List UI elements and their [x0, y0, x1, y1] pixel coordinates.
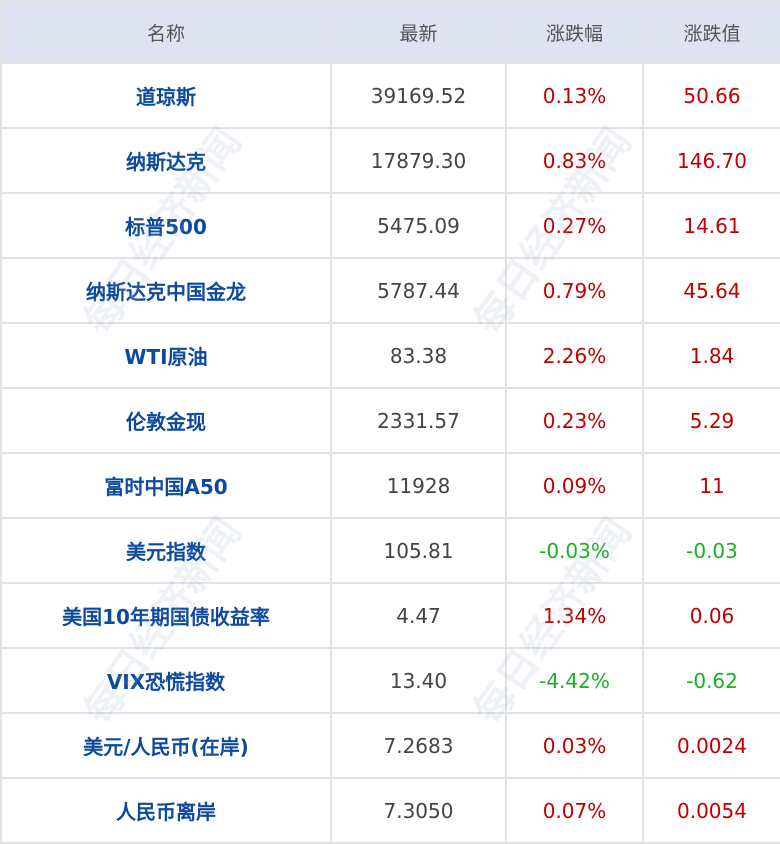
- header-change-value: 涨跌值: [642, 0, 780, 64]
- row-latest: 39169.52: [330, 62, 507, 129]
- row-change-value: 1.84: [642, 322, 780, 389]
- table-row: 纳斯达克中国金龙 5787.44 0.79% 45.64: [0, 257, 780, 324]
- table-row: 道琼斯 39169.52 0.13% 50.66: [0, 62, 780, 129]
- row-latest: 83.38: [330, 322, 507, 389]
- row-change-pct: 0.03%: [505, 712, 644, 779]
- row-name: 标普500: [0, 192, 332, 259]
- row-name: VIX恐慌指数: [0, 647, 332, 714]
- row-name: 纳斯达克: [0, 127, 332, 194]
- row-name: 纳斯达克中国金龙: [0, 257, 332, 324]
- table-row: 美元指数 105.81 -0.03% -0.03: [0, 517, 780, 584]
- row-name: 美元/人民币(在岸): [0, 712, 332, 779]
- row-change-pct: 0.09%: [505, 452, 644, 519]
- row-change-pct: 1.34%: [505, 582, 644, 649]
- table-row: 美国10年期国债收益率 4.47 1.34% 0.06: [0, 582, 780, 649]
- row-name: WTI原油: [0, 322, 332, 389]
- table-row: 富时中国A50 11928 0.09% 11: [0, 452, 780, 519]
- row-change-pct: 2.26%: [505, 322, 644, 389]
- row-latest: 13.40: [330, 647, 507, 714]
- row-name: 道琼斯: [0, 62, 332, 129]
- row-change-value: 5.29: [642, 387, 780, 454]
- row-change-value: 0.0024: [642, 712, 780, 779]
- header-latest: 最新: [330, 0, 507, 64]
- row-change-value: 0.0054: [642, 777, 780, 844]
- header-change-pct: 涨跌幅: [505, 0, 644, 64]
- table-row: 纳斯达克 17879.30 0.83% 146.70: [0, 127, 780, 194]
- row-latest: 7.3050: [330, 777, 507, 844]
- row-name: 伦敦金现: [0, 387, 332, 454]
- row-latest: 2331.57: [330, 387, 507, 454]
- row-name: 美元指数: [0, 517, 332, 584]
- row-change-value: 50.66: [642, 62, 780, 129]
- row-latest: 17879.30: [330, 127, 507, 194]
- row-latest: 105.81: [330, 517, 507, 584]
- table-row: 标普500 5475.09 0.27% 14.61: [0, 192, 780, 259]
- row-latest: 7.2683: [330, 712, 507, 779]
- row-latest: 11928: [330, 452, 507, 519]
- row-change-pct: -4.42%: [505, 647, 644, 714]
- row-change-pct: 0.23%: [505, 387, 644, 454]
- table-row: WTI原油 83.38 2.26% 1.84: [0, 322, 780, 389]
- row-change-value: -0.62: [642, 647, 780, 714]
- table-row: 人民币离岸 7.3050 0.07% 0.0054: [0, 777, 780, 844]
- row-latest: 5787.44: [330, 257, 507, 324]
- table-row: VIX恐慌指数 13.40 -4.42% -0.62: [0, 647, 780, 714]
- row-latest: 5475.09: [330, 192, 507, 259]
- row-change-pct: 0.79%: [505, 257, 644, 324]
- table-row: 伦敦金现 2331.57 0.23% 5.29: [0, 387, 780, 454]
- row-name: 人民币离岸: [0, 777, 332, 844]
- row-change-pct: 0.83%: [505, 127, 644, 194]
- table-row: 美元/人民币(在岸) 7.2683 0.03% 0.0024: [0, 712, 780, 779]
- row-change-pct: 0.13%: [505, 62, 644, 129]
- row-change-value: 146.70: [642, 127, 780, 194]
- row-name: 美国10年期国债收益率: [0, 582, 332, 649]
- header-row: 名称 最新 涨跌幅 涨跌值: [0, 0, 780, 64]
- row-change-value: -0.03: [642, 517, 780, 584]
- row-change-pct: -0.03%: [505, 517, 644, 584]
- row-change-pct: 0.07%: [505, 777, 644, 844]
- row-change-value: 14.61: [642, 192, 780, 259]
- row-change-value: 11: [642, 452, 780, 519]
- row-latest: 4.47: [330, 582, 507, 649]
- row-change-value: 45.64: [642, 257, 780, 324]
- header-name: 名称: [0, 0, 332, 64]
- row-name: 富时中国A50: [0, 452, 332, 519]
- row-change-pct: 0.27%: [505, 192, 644, 259]
- row-change-value: 0.06: [642, 582, 780, 649]
